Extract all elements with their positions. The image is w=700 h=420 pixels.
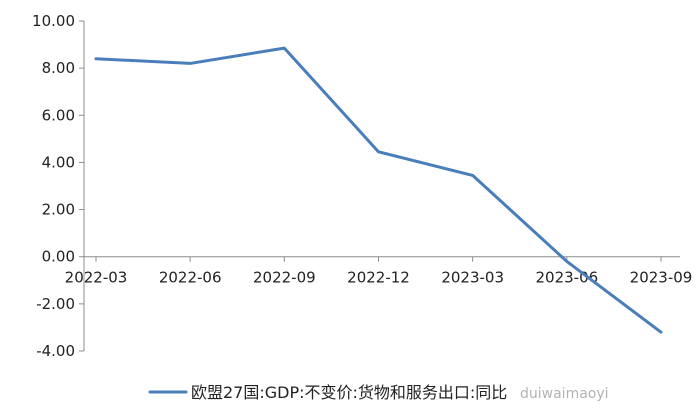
- y-tick-label: -2.00: [36, 295, 75, 313]
- y-tick-label: 10.00: [32, 12, 75, 30]
- series-line: [94, 46, 663, 334]
- x-axis: 2022-03 2022-06 2022-09 2022-12 2023-03 2023-…: [65, 256, 693, 287]
- y-tick-label: 0.00: [42, 248, 75, 266]
- legend-label: 欧盟27国:GDP:不变价:货物和服务出口:同比: [191, 383, 507, 402]
- watermark: duiwaimaoyi: [520, 386, 609, 402]
- x-tick-label: 2022-12: [347, 269, 410, 287]
- x-tick-label: 2022-06: [159, 269, 222, 287]
- series-group: [94, 46, 663, 334]
- x-tick-label: 2023-09: [630, 269, 693, 287]
- y-tick-label: 8.00: [42, 59, 75, 77]
- y-tick-label: 2.00: [42, 201, 75, 219]
- x-tick-label: 2022-03: [65, 269, 128, 287]
- y-tick-label: -4.00: [36, 342, 75, 360]
- legend: 欧盟27国:GDP:不变价:货物和服务出口:同比: [148, 383, 507, 402]
- y-tick-label: 6.00: [42, 106, 75, 124]
- x-tick-label: 2022-09: [253, 269, 316, 287]
- y-axis: 10.00 8.00 6.00 4.00 2.00 0.00 -2.00 -4.00: [32, 12, 85, 360]
- x-tick-label: 2023-03: [441, 269, 504, 287]
- y-tick-label: 4.00: [42, 153, 75, 171]
